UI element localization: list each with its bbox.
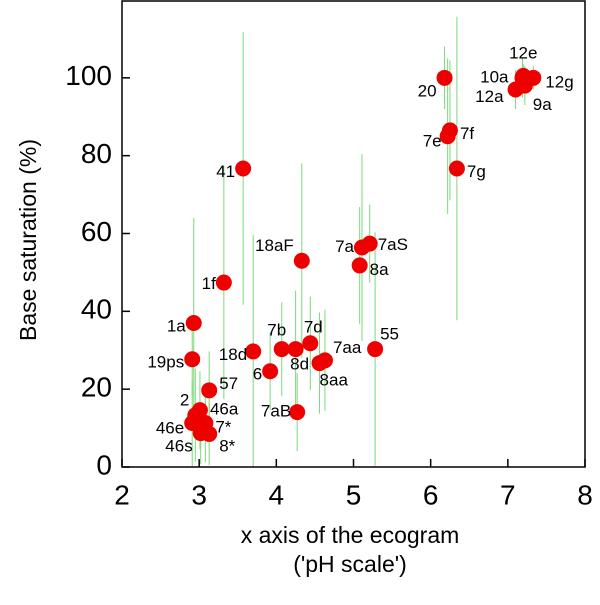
point bbox=[185, 315, 202, 332]
point-label: 7b bbox=[267, 321, 286, 340]
x-tick-label: 5 bbox=[346, 479, 362, 510]
point-label: 46a bbox=[210, 400, 239, 419]
x-tick-label: 8 bbox=[577, 479, 593, 510]
x-tick-label: 2 bbox=[114, 479, 130, 510]
point-label: 7a bbox=[335, 237, 354, 256]
point-label: 8* bbox=[219, 436, 235, 455]
point-label: 1f bbox=[202, 274, 216, 293]
point-label: 9a bbox=[533, 95, 552, 114]
point bbox=[215, 274, 232, 291]
x-tick-label: 7 bbox=[500, 479, 516, 510]
point bbox=[273, 341, 290, 358]
y-tick-label: 100 bbox=[65, 60, 112, 91]
x-tick-label: 4 bbox=[269, 479, 285, 510]
point-label: 12e bbox=[509, 43, 537, 62]
point-label: 57 bbox=[219, 374, 238, 393]
point-label: 20 bbox=[418, 81, 437, 100]
point-label: 46s bbox=[165, 437, 192, 456]
point bbox=[311, 355, 328, 372]
point-label: 18aF bbox=[255, 236, 294, 255]
x-tick-label: 3 bbox=[191, 479, 207, 510]
point bbox=[235, 160, 252, 177]
point-label: 7aa bbox=[333, 338, 362, 357]
point-label: 41 bbox=[216, 162, 235, 181]
plot-frame bbox=[121, 0, 586, 468]
point bbox=[351, 257, 368, 274]
point bbox=[302, 335, 319, 352]
point bbox=[201, 382, 218, 399]
point-label: 7f bbox=[460, 124, 474, 143]
y-tick-label: 60 bbox=[81, 216, 112, 247]
point bbox=[448, 160, 465, 177]
point bbox=[262, 363, 279, 380]
point-label: 18d bbox=[219, 345, 247, 364]
x-axis-label-2: ('pH scale') bbox=[293, 551, 407, 577]
point-label: 7d bbox=[304, 318, 323, 337]
point-label: 8d bbox=[290, 355, 309, 374]
y-tick-label: 40 bbox=[81, 294, 112, 325]
point-label: 46e bbox=[156, 419, 184, 438]
point bbox=[367, 341, 384, 358]
point-label: 2 bbox=[180, 391, 189, 410]
y-tick-label: 20 bbox=[81, 372, 112, 403]
point bbox=[441, 122, 458, 139]
point bbox=[361, 235, 378, 252]
point-label: 7aB bbox=[261, 402, 291, 421]
point bbox=[191, 402, 208, 419]
x-axis-label: x axis of the ecogram bbox=[241, 522, 460, 548]
point bbox=[201, 425, 218, 442]
point bbox=[436, 69, 453, 86]
point bbox=[293, 252, 310, 269]
point-label: 8aa bbox=[320, 371, 349, 390]
point-label: 12g bbox=[545, 72, 573, 91]
point bbox=[507, 81, 524, 98]
point-label: 12a bbox=[475, 87, 504, 106]
point bbox=[245, 343, 262, 360]
y-tick-label: 80 bbox=[81, 138, 112, 169]
point-label: 19ps bbox=[147, 353, 184, 372]
point-label: 55 bbox=[380, 325, 399, 344]
y-axis-label: Base saturation (%) bbox=[15, 139, 41, 341]
x-tick-label: 6 bbox=[423, 479, 439, 510]
point-label: 10a bbox=[480, 67, 509, 86]
point-label: 1a bbox=[167, 316, 186, 335]
point bbox=[289, 404, 306, 421]
point bbox=[287, 341, 304, 358]
point bbox=[184, 351, 201, 368]
point-label: 7g bbox=[467, 162, 486, 181]
point-label: 7aS bbox=[378, 235, 408, 254]
point-label: 6 bbox=[253, 365, 262, 384]
y-tick-label: 0 bbox=[96, 449, 112, 480]
point-label: 8a bbox=[370, 260, 389, 279]
point-label: 7e bbox=[423, 132, 442, 151]
point-label: 7* bbox=[215, 418, 231, 437]
